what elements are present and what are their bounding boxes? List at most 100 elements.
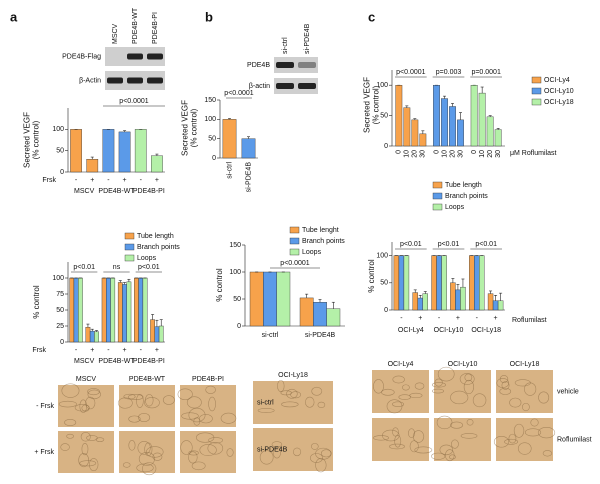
legend-label: Tube length xyxy=(137,233,174,240)
bar xyxy=(486,116,494,147)
micrograph xyxy=(253,428,333,471)
y-tick-label: 25 xyxy=(56,323,64,330)
group-label: MSCV xyxy=(74,358,95,365)
cell-network xyxy=(138,413,151,423)
cell-network xyxy=(542,450,553,457)
cell-network xyxy=(117,397,133,409)
blot-lane-label: PDE4B-WT xyxy=(132,7,139,44)
cell-network xyxy=(286,388,298,399)
cell-network xyxy=(466,419,474,426)
x-tick-label: 30 xyxy=(457,150,464,158)
x-tick-label: - xyxy=(75,177,78,184)
cell-network xyxy=(208,396,216,412)
y-axis-label: % control xyxy=(32,285,41,319)
cell-network xyxy=(142,462,157,476)
blot-band xyxy=(127,77,143,84)
y-axis-label: Secreted VEGF xyxy=(23,112,32,168)
cell-network xyxy=(80,432,91,442)
x-tick-label: + xyxy=(123,177,127,184)
cell-network xyxy=(315,458,327,473)
micrograph-row-label: + Frsk xyxy=(34,449,54,456)
legend-swatch xyxy=(432,203,443,211)
cell-network xyxy=(450,390,469,405)
y-tick-label: 0 xyxy=(237,323,241,330)
bar xyxy=(494,129,502,147)
blot-strip xyxy=(274,78,318,94)
legend-label: Loops xyxy=(445,204,465,211)
cell-network xyxy=(409,440,419,453)
cell-network xyxy=(504,438,519,445)
cell-network xyxy=(460,433,478,439)
cell-network xyxy=(394,435,402,448)
cell-network xyxy=(81,443,89,456)
legend-label: Tube length xyxy=(445,182,482,189)
legend-swatch xyxy=(531,76,542,84)
bar xyxy=(241,138,256,159)
cell-network xyxy=(392,401,404,407)
cell-network xyxy=(389,443,405,450)
y-tick-label: 0 xyxy=(60,339,64,346)
x-tick-label: + xyxy=(123,347,127,354)
blot-lane-label: MSCV xyxy=(112,23,119,44)
bar xyxy=(460,286,466,311)
blot-row-label: β-actin xyxy=(249,83,270,90)
legend-label: Branch points xyxy=(302,238,345,245)
y-tick-label: 50 xyxy=(233,296,241,303)
legend-swatch xyxy=(432,181,443,189)
bar xyxy=(457,119,464,147)
x-tick-label: 0 xyxy=(396,150,403,154)
cell-network xyxy=(463,379,474,395)
cell-network xyxy=(89,458,99,472)
micrograph xyxy=(119,431,175,473)
cell-network xyxy=(281,401,299,408)
annotation: p=0.003 xyxy=(436,69,462,76)
cell-network xyxy=(392,427,399,437)
blot-band xyxy=(298,83,316,89)
y-tick-label: 100 xyxy=(229,269,241,276)
cell-network xyxy=(499,387,512,395)
x-tick-label: - xyxy=(140,347,143,354)
legend-label: Loops xyxy=(302,249,322,256)
bar xyxy=(73,277,79,343)
x-tick-label: + xyxy=(418,315,422,322)
annotation: p<0.0001 xyxy=(119,98,148,105)
y-tick-label: 150 xyxy=(229,242,241,249)
cell-network xyxy=(408,428,415,438)
x-tick-label: - xyxy=(476,315,479,322)
y-axis-label: % control xyxy=(215,268,224,302)
legend-label: Branch points xyxy=(137,244,180,251)
annotation: ns xyxy=(113,264,121,271)
cell-network xyxy=(493,435,509,448)
x-tick-label: + xyxy=(494,315,498,322)
cell-network xyxy=(305,396,315,408)
blot-band xyxy=(107,77,123,84)
y-tick-label: 50 xyxy=(208,136,216,143)
x-tick-label: 10 xyxy=(441,150,448,158)
group-label: OCI-Ly18 xyxy=(471,327,501,334)
bar xyxy=(249,271,264,327)
x-tick-label: si-PDE4B xyxy=(245,162,252,193)
cell-network xyxy=(501,381,510,390)
cell-network xyxy=(74,404,90,412)
y-tick-label: 100 xyxy=(52,275,64,282)
cell-network xyxy=(186,396,202,409)
bar xyxy=(398,255,405,311)
cell-network xyxy=(144,397,160,409)
legend-swatch xyxy=(289,237,300,245)
legend-swatch xyxy=(432,192,443,200)
cell-network xyxy=(144,442,153,457)
blot-band xyxy=(127,53,143,60)
cell-network xyxy=(226,448,234,457)
bar xyxy=(101,277,107,343)
cell-network xyxy=(58,400,77,408)
bar xyxy=(478,92,486,147)
cell-network xyxy=(320,449,332,458)
bar xyxy=(117,282,123,343)
bar xyxy=(422,293,428,311)
bar xyxy=(138,277,144,343)
micrograph-row-label: - Frsk xyxy=(36,403,54,410)
x-tick-label: 10 xyxy=(479,150,486,158)
micrograph xyxy=(180,385,236,427)
bar xyxy=(492,300,499,311)
cell-network xyxy=(431,388,445,394)
